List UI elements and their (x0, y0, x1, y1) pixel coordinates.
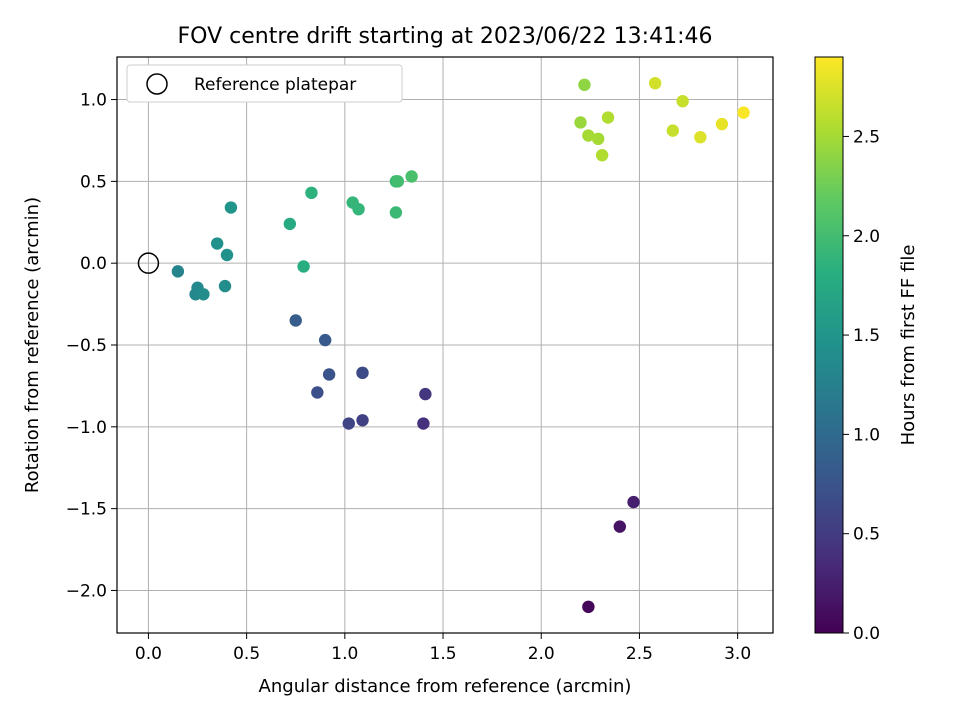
data-point (737, 106, 750, 119)
data-point (342, 417, 355, 430)
data-point (574, 116, 587, 129)
data-point (419, 387, 432, 401)
x-axis-ticks: 0.0 0.5 1.0 1.5 2.0 2.5 3.0 (135, 633, 751, 664)
chart-title: FOV centre drift starting at 2023/06/22 … (178, 24, 713, 49)
data-point (666, 124, 680, 137)
data-point (578, 78, 591, 92)
data-point (218, 279, 232, 293)
y-tick-label: −1.5 (66, 500, 107, 520)
data-point (613, 520, 627, 533)
data-point (595, 148, 609, 162)
y-axis-ticks: 1.0 0.5 0.0 −0.5 −1.0 −1.5 −2.0 (66, 91, 117, 601)
y-tick-label: −1.0 (66, 418, 107, 438)
y-axis-label: Rotation from reference (arcmin) (22, 197, 43, 493)
data-point (582, 129, 595, 142)
colorbar-tick-label: 1.5 (853, 326, 880, 346)
y-tick-label: −2.0 (66, 581, 107, 601)
data-point (352, 202, 365, 216)
colorbar-tick-label: 1.0 (853, 425, 880, 445)
x-tick-label: 0.5 (233, 644, 260, 664)
data-point (197, 288, 210, 301)
y-tick-label: 0.5 (80, 172, 107, 192)
legend-entry-reference-platepar: Reference platepar (194, 75, 356, 95)
data-point (582, 600, 595, 614)
x-tick-label: 2.0 (528, 644, 555, 664)
data-point (305, 186, 318, 200)
grid-lines (117, 57, 773, 633)
x-tick-label: 0.0 (135, 644, 162, 664)
legend: Reference platepar (126, 64, 403, 103)
data-point (601, 111, 615, 124)
data-point (220, 248, 234, 262)
colorbar-gradient (814, 56, 844, 634)
y-tick-label: 0.0 (80, 254, 107, 274)
data-point (389, 206, 403, 219)
data-point (289, 314, 302, 327)
data-point (311, 386, 324, 399)
x-tick-label: 1.5 (430, 644, 457, 664)
legend-marker-icon (146, 73, 168, 95)
data-point (224, 201, 238, 214)
data-point (322, 368, 336, 381)
data-point (405, 170, 418, 183)
x-tick-label: 3.0 (724, 644, 751, 664)
data-point (318, 333, 332, 347)
colorbar-label: Hours from first FF file (898, 245, 919, 446)
data-point (591, 132, 605, 146)
x-axis-label: Angular distance from reference (arcmin) (259, 676, 632, 697)
data-point (676, 94, 689, 108)
data-point (417, 417, 430, 430)
data-point (171, 265, 185, 278)
colorbar-tick-label: 2.0 (853, 227, 880, 247)
colorbar-tick-label: 0.0 (853, 624, 880, 644)
data-point (391, 175, 405, 188)
data-point (694, 130, 707, 144)
colorbar-tick-label: 0.5 (853, 525, 880, 545)
legend-box (126, 64, 403, 103)
data-point (648, 76, 662, 90)
y-tick-label: 1.0 (80, 91, 107, 111)
data-point (715, 117, 729, 131)
x-tick-label: 2.5 (626, 644, 653, 664)
x-tick-label: 1.0 (331, 644, 358, 664)
colorbar-tick-label: 2.5 (853, 127, 880, 147)
data-point (627, 495, 640, 509)
colorbar-ticks: 0.0 0.5 1.0 1.5 2.0 2.5 (843, 127, 880, 644)
data-point (356, 366, 369, 380)
scatter-points (171, 76, 750, 614)
data-point (356, 414, 369, 427)
data-point (210, 237, 224, 250)
data-point (297, 260, 310, 273)
data-point (283, 217, 297, 231)
y-tick-label: −0.5 (66, 336, 107, 356)
colorbar: 0.0 0.5 1.0 1.5 2.0 2.5 Hours from first FF f… (814, 56, 919, 644)
reference-point-marker (137, 252, 160, 274)
